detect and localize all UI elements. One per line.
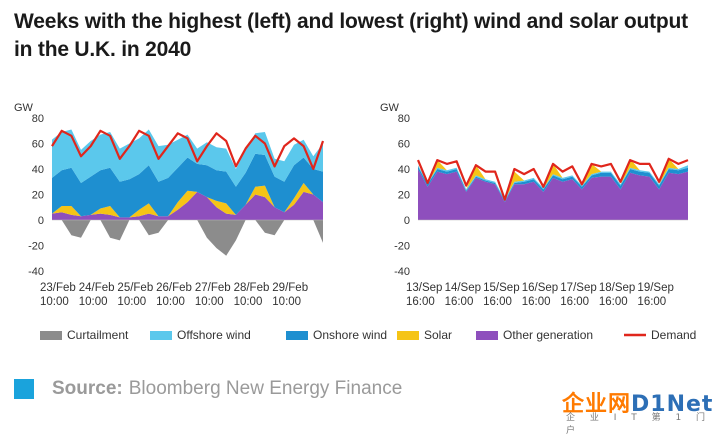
x-tick-label-time: 16:00: [599, 296, 628, 308]
area-offshore: [52, 129, 323, 187]
area-curtailment: [52, 220, 323, 256]
source-line: Source: Bloomberg New Energy Finance: [14, 376, 402, 402]
y-tick-label: 40: [32, 164, 44, 176]
legend: Curtailment Offshore wind Onshore wind Sola…: [40, 328, 696, 342]
y-tick-label: 60: [32, 139, 44, 151]
y-axis-label: GW: [380, 102, 400, 114]
y-tick-label: -40: [394, 266, 410, 278]
x-tick-label-time: 16:00: [445, 296, 474, 308]
legend-swatch-onshore: [286, 331, 308, 340]
demand-line: [51, 129, 325, 171]
legend-label-solar: Solar: [424, 328, 452, 342]
legend-swatch-other: [476, 331, 498, 340]
x-tick-label-date: 24/Feb: [79, 282, 115, 294]
x-tick-label-time: 16:00: [406, 296, 435, 308]
x-tick-label-date: 14/Sep: [445, 282, 481, 294]
y-tick-label: 60: [398, 139, 410, 151]
x-tick-label-date: 27/Feb: [195, 282, 231, 294]
y-tick-label: 0: [38, 215, 44, 227]
legend-swatch-offshore: [150, 331, 172, 340]
x-tick-label-time: 10:00: [156, 296, 185, 308]
y-tick-label: 20: [32, 190, 44, 202]
legend-label-demand: Demand: [651, 328, 696, 342]
watermark-main-a: 企业网: [562, 392, 632, 417]
watermark-main-b: D1Net: [631, 392, 714, 417]
y-tick-label: 80: [32, 113, 44, 125]
x-tick-label-date: 29/Feb: [272, 282, 308, 294]
y-tick-label: -20: [28, 241, 44, 253]
area-solar: [52, 183, 323, 218]
area-other: [418, 169, 688, 220]
x-tick-label-time: 16:00: [637, 296, 666, 308]
panel-right: GW-40-2002040608013/Sep16:0014/Sep16:001…: [380, 102, 689, 308]
x-tick-label-date: 28/Feb: [234, 282, 270, 294]
x-tick-label-time: 10:00: [79, 296, 108, 308]
demand-line: [416, 157, 689, 201]
x-tick-label-time: 16:00: [483, 296, 512, 308]
legend-swatch-curtailment: [40, 331, 62, 340]
x-tick-label-time: 10:00: [40, 296, 69, 308]
y-tick-label: 20: [398, 190, 410, 202]
y-tick-label: -40: [28, 266, 44, 278]
area-solar: [418, 158, 688, 200]
panel-left: GW-40-2002040608023/Feb10:0024/Feb10:002…: [14, 102, 325, 308]
chart-title: Weeks with the highest (left) and lowest…: [14, 10, 688, 61]
y-tick-label: -20: [394, 241, 410, 253]
source-text: Bloomberg New Energy Finance: [128, 378, 403, 399]
x-tick-label-date: 19/Sep: [637, 282, 673, 294]
x-tick-label-date: 18/Sep: [599, 282, 635, 294]
x-tick-label-date: 16/Sep: [522, 282, 558, 294]
y-tick-label: 80: [398, 113, 410, 125]
area-other: [52, 191, 323, 220]
y-axis-label: GW: [14, 102, 34, 114]
y-tick-label: 0: [404, 215, 410, 227]
x-tick-label-time: 16:00: [522, 296, 551, 308]
watermark-logo: 企业网D1Net: [562, 386, 713, 418]
legend-label-onshore: Onshore wind: [313, 328, 387, 342]
legend-label-other: Other generation: [503, 328, 593, 342]
legend-label-offshore: Offshore wind: [177, 328, 251, 342]
x-tick-label-time: 16:00: [560, 296, 589, 308]
x-tick-label-time: 10:00: [234, 296, 263, 308]
x-tick-label-date: 17/Sep: [560, 282, 596, 294]
x-tick-label-date: 23/Feb: [40, 282, 76, 294]
x-tick-label-time: 10:00: [195, 296, 224, 308]
x-tick-label-date: 26/Feb: [156, 282, 192, 294]
source-label: Source:: [52, 378, 123, 399]
x-tick-label-date: 15/Sep: [483, 282, 519, 294]
x-tick-label-date: 13/Sep: [406, 282, 442, 294]
source-square-icon: [14, 379, 34, 399]
x-tick-label-date: 25/Feb: [117, 282, 153, 294]
legend-label-curtailment: Curtailment: [67, 328, 129, 342]
area-onshore: [52, 153, 323, 218]
x-tick-label-time: 10:00: [117, 296, 146, 308]
x-tick-label-time: 10:00: [272, 296, 301, 308]
legend-swatch-solar: [397, 331, 419, 340]
watermark-subtitle: 企 业 I T 第 1 门 户: [566, 413, 712, 436]
y-tick-label: 40: [398, 164, 410, 176]
